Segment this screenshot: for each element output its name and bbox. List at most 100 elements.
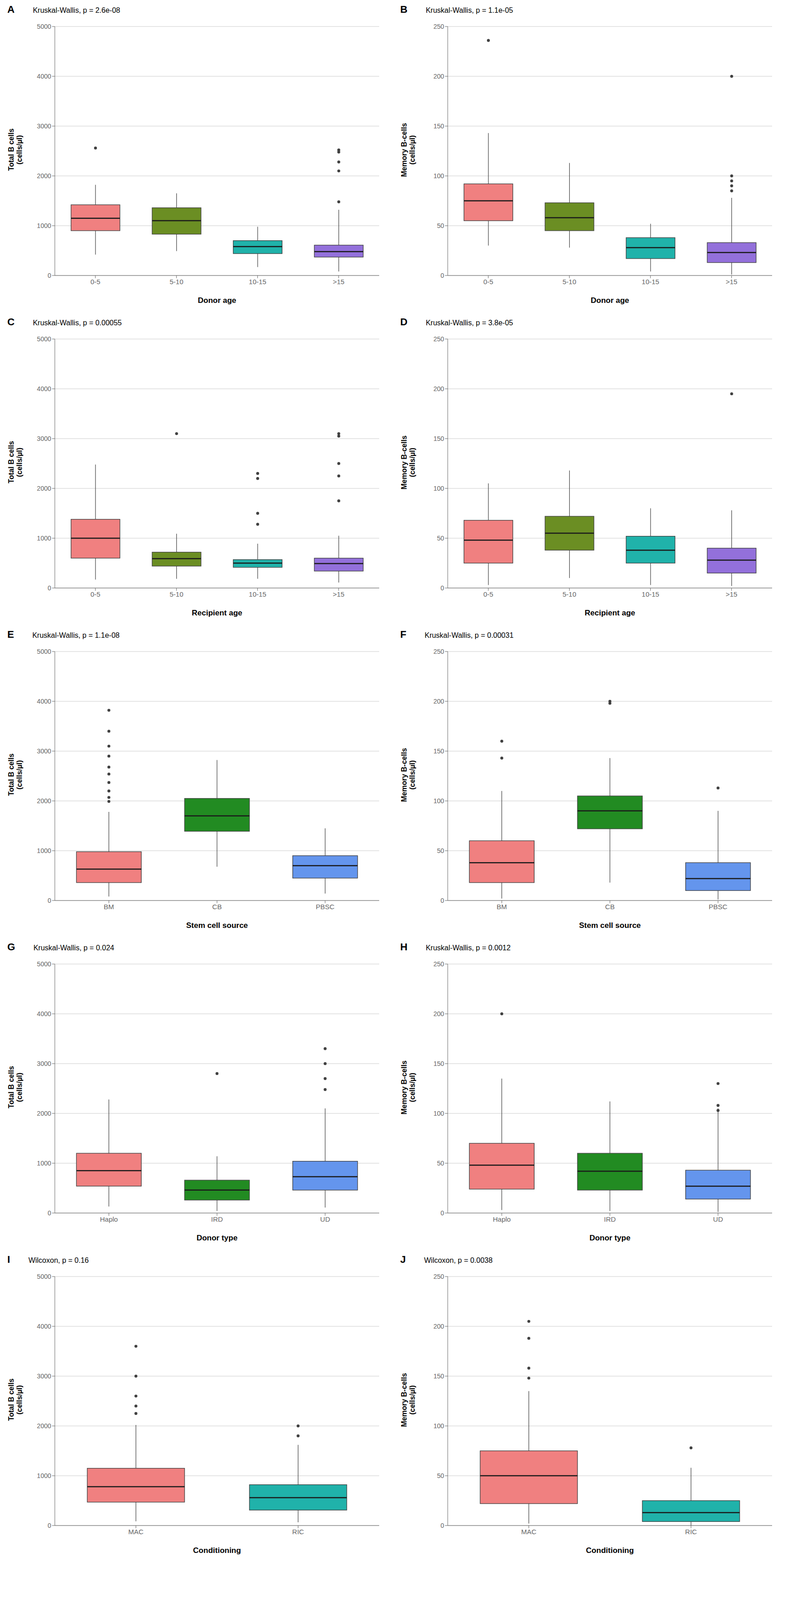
svg-text:100: 100 <box>433 1422 445 1430</box>
svg-text:0: 0 <box>47 271 52 280</box>
svg-text:5000: 5000 <box>37 960 52 968</box>
svg-text:>15: >15 <box>725 590 738 599</box>
svg-text:4000: 4000 <box>37 697 52 705</box>
svg-text:0: 0 <box>47 896 52 905</box>
svg-text:10-15: 10-15 <box>248 590 267 599</box>
svg-text:BM: BM <box>496 902 508 911</box>
svg-text:Conditioning: Conditioning <box>193 1546 242 1555</box>
svg-text:5000: 5000 <box>37 647 52 656</box>
svg-text:10-15: 10-15 <box>641 277 660 286</box>
svg-text:UD: UD <box>320 1215 331 1224</box>
svg-text:1000: 1000 <box>37 1472 52 1480</box>
svg-text:1000: 1000 <box>37 1159 52 1167</box>
svg-text:BM: BM <box>103 902 115 911</box>
svg-text:0: 0 <box>440 896 445 905</box>
svg-text:3000: 3000 <box>37 434 52 443</box>
svg-text:200: 200 <box>433 385 445 393</box>
svg-text:2000: 2000 <box>37 797 52 805</box>
svg-text:10-15: 10-15 <box>248 277 267 286</box>
svg-text:RIC: RIC <box>685 1527 698 1536</box>
svg-text:150: 150 <box>433 747 445 755</box>
svg-text:5000: 5000 <box>37 335 52 343</box>
svg-text:0: 0 <box>440 271 445 280</box>
svg-text:3000: 3000 <box>37 747 52 755</box>
svg-text:0: 0 <box>47 1521 52 1530</box>
svg-text:0: 0 <box>440 1209 445 1217</box>
svg-text:4000: 4000 <box>37 1010 52 1018</box>
svg-text:2000: 2000 <box>37 1422 52 1430</box>
svg-text:200: 200 <box>433 697 445 705</box>
svg-text:UD: UD <box>713 1215 724 1224</box>
svg-text:200: 200 <box>433 72 445 80</box>
svg-text:PBSC: PBSC <box>315 902 335 911</box>
svg-text:10-15: 10-15 <box>641 590 660 599</box>
svg-text:0: 0 <box>440 584 445 592</box>
svg-text:5-10: 5-10 <box>169 590 184 599</box>
svg-text:Haplo: Haplo <box>100 1215 118 1224</box>
svg-text:Donor age: Donor age <box>590 296 630 305</box>
svg-text:2000: 2000 <box>37 1109 52 1118</box>
svg-text:3000: 3000 <box>37 1372 52 1380</box>
svg-text:MAC: MAC <box>521 1527 537 1536</box>
svg-text:0: 0 <box>47 1209 52 1217</box>
svg-text:Conditioning: Conditioning <box>586 1546 635 1555</box>
svg-text:200: 200 <box>433 1322 445 1330</box>
svg-text:50: 50 <box>436 1159 445 1167</box>
svg-text:CB: CB <box>605 902 615 911</box>
svg-text:1000: 1000 <box>37 534 52 542</box>
svg-text:5-10: 5-10 <box>562 277 577 286</box>
svg-text:>15: >15 <box>333 590 345 599</box>
svg-text:IRD: IRD <box>211 1215 223 1224</box>
svg-text:Stem cell source: Stem cell source <box>578 921 641 930</box>
svg-text:150: 150 <box>433 122 445 130</box>
svg-text:0-5: 0-5 <box>483 277 494 286</box>
svg-text:4000: 4000 <box>37 72 52 80</box>
svg-text:CB: CB <box>212 902 223 911</box>
svg-text:150: 150 <box>433 1372 445 1380</box>
svg-text:2000: 2000 <box>37 484 52 493</box>
svg-text:3000: 3000 <box>37 1059 52 1068</box>
svg-text:200: 200 <box>433 1010 445 1018</box>
svg-text:0-5: 0-5 <box>90 277 101 286</box>
svg-text:IRD: IRD <box>603 1215 616 1224</box>
svg-text:PBSC: PBSC <box>708 902 728 911</box>
svg-text:2000: 2000 <box>37 172 52 180</box>
svg-text:50: 50 <box>436 222 445 230</box>
svg-text:250: 250 <box>433 960 445 968</box>
svg-text:0-5: 0-5 <box>483 590 494 599</box>
svg-text:MAC: MAC <box>128 1527 144 1536</box>
svg-text:250: 250 <box>433 1272 445 1281</box>
svg-text:100: 100 <box>433 484 445 493</box>
svg-text:RIC: RIC <box>292 1527 305 1536</box>
svg-text:4000: 4000 <box>37 385 52 393</box>
svg-text:150: 150 <box>433 434 445 443</box>
svg-text:0: 0 <box>440 1521 445 1530</box>
svg-text:3000: 3000 <box>37 122 52 130</box>
svg-text:5000: 5000 <box>37 1272 52 1281</box>
svg-text:Haplo: Haplo <box>492 1215 511 1224</box>
svg-text:50: 50 <box>436 534 445 542</box>
svg-text:250: 250 <box>433 22 445 31</box>
svg-text:Donor age: Donor age <box>197 296 237 305</box>
svg-text:5-10: 5-10 <box>562 590 577 599</box>
svg-text:150: 150 <box>433 1059 445 1068</box>
svg-text:250: 250 <box>433 647 445 656</box>
svg-text:Recipient age: Recipient age <box>584 608 636 618</box>
svg-text:5-10: 5-10 <box>169 277 184 286</box>
svg-text:>15: >15 <box>333 277 345 286</box>
svg-text:100: 100 <box>433 797 445 805</box>
svg-text:1000: 1000 <box>37 222 52 230</box>
svg-text:50: 50 <box>436 847 445 855</box>
svg-text:250: 250 <box>433 335 445 343</box>
svg-text:50: 50 <box>436 1472 445 1480</box>
svg-text:0-5: 0-5 <box>90 590 101 599</box>
svg-text:100: 100 <box>433 1109 445 1118</box>
svg-text:1000: 1000 <box>37 847 52 855</box>
svg-text:Donor type: Donor type <box>589 1233 631 1243</box>
svg-text:>15: >15 <box>725 277 738 286</box>
svg-text:Recipient age: Recipient age <box>191 608 243 618</box>
svg-text:100: 100 <box>433 172 445 180</box>
svg-text:0: 0 <box>47 584 52 592</box>
svg-text:4000: 4000 <box>37 1322 52 1330</box>
svg-text:Donor type: Donor type <box>196 1233 238 1243</box>
